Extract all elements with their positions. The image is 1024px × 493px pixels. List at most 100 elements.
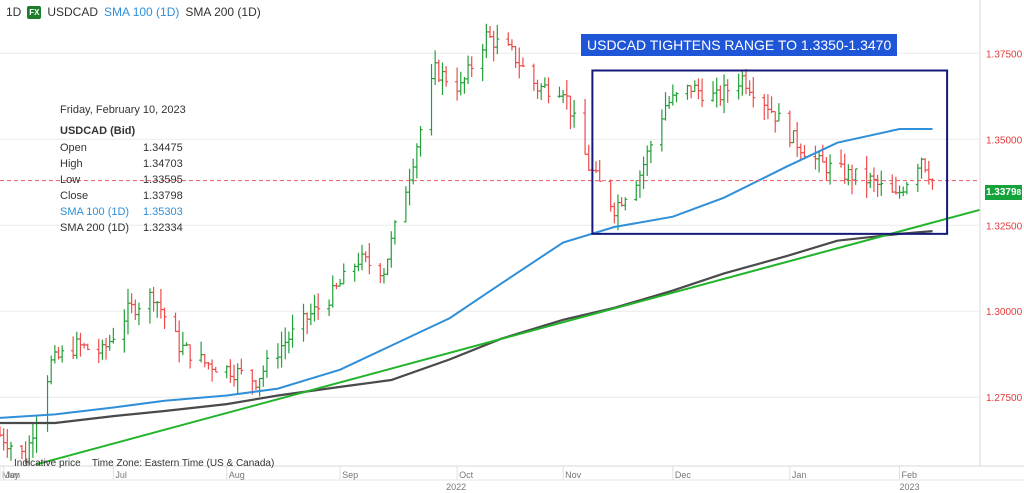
x-tick-label: Jan	[792, 470, 807, 480]
price-bar	[564, 79, 569, 110]
price-bar	[714, 77, 719, 108]
price-bar	[436, 59, 441, 83]
price-bar	[520, 57, 525, 67]
ohlc-sma200-row: SMA 200 (1D) 1.32334	[60, 220, 220, 236]
price-bar	[385, 258, 390, 276]
y-tick-label: 1.37500	[986, 49, 1023, 60]
price-bar	[235, 363, 240, 395]
x-tick-label: May	[2, 470, 20, 480]
price-bar	[557, 86, 562, 98]
price-bar	[692, 80, 697, 93]
x-tick-label: Jun	[6, 470, 21, 480]
price-bar	[696, 78, 701, 100]
price-bar	[210, 359, 215, 382]
price-bar	[539, 83, 544, 101]
price-bar	[542, 77, 547, 88]
price-bar	[330, 275, 335, 308]
x-tick-label: Dec	[675, 470, 692, 480]
price-bar	[674, 92, 679, 103]
price-bar	[177, 320, 182, 363]
x-tick-label: Nov	[565, 470, 582, 480]
price-bar	[224, 365, 229, 379]
price-bar	[458, 71, 463, 96]
price-bar	[769, 96, 774, 114]
annotations	[0, 69, 981, 466]
y-tick-label: 1.27500	[986, 393, 1023, 404]
price-bar	[133, 299, 138, 321]
price-bar	[250, 369, 255, 395]
price-bar	[700, 78, 705, 108]
price-bar	[301, 303, 306, 342]
symbol-label[interactable]: USDCAD	[47, 5, 99, 19]
price-bar	[184, 342, 189, 346]
price-bar	[341, 263, 346, 285]
price-bar	[367, 243, 372, 275]
price-bar	[641, 156, 646, 189]
price-bar	[392, 220, 397, 245]
price-bar	[455, 67, 460, 101]
price-bar	[736, 73, 741, 100]
price-bar	[506, 32, 511, 46]
price-bar	[568, 95, 573, 130]
price-bar	[257, 377, 262, 397]
price-bar	[78, 332, 83, 357]
price-bar	[648, 140, 653, 164]
price-bar	[740, 70, 745, 96]
ohlc-sma100-label: SMA 100 (1D)	[60, 206, 130, 218]
price-bar	[480, 43, 485, 82]
price-bar	[403, 186, 408, 223]
price-bar	[107, 334, 112, 351]
price-bar	[173, 312, 178, 333]
price-bar	[828, 154, 833, 185]
price-bar	[378, 262, 383, 284]
fx-badge-icon: FX	[27, 5, 42, 19]
price-bar	[901, 186, 906, 197]
timeframe-label[interactable]: 1D	[6, 5, 22, 19]
price-bar	[8, 441, 13, 461]
price-bar	[923, 158, 928, 173]
price-bar	[722, 74, 727, 114]
ohlc-overlay: Friday, February 10, 2023 USDCAD (Bid) O…	[60, 102, 220, 236]
price-axis[interactable]: 1.27500 1.30000 1.32500 1.35000 1.37500	[979, 0, 1023, 466]
price-bar	[352, 263, 357, 282]
price-bar	[813, 145, 818, 170]
price-bar	[360, 244, 365, 271]
ohlc-open-value: 1.34475	[143, 142, 183, 154]
sma100-line	[0, 128, 933, 419]
timezone-note[interactable]: Time Zone: Eastern Time (US & Canada)	[91, 458, 275, 469]
price-bar	[202, 353, 207, 368]
price-bar	[338, 278, 343, 287]
sma200-legend[interactable]: SMA 200 (1D)	[185, 5, 261, 19]
price-bar	[634, 180, 639, 202]
price-bar	[842, 153, 847, 184]
price-bar	[623, 197, 628, 211]
price-bar	[381, 268, 386, 284]
price-bar	[637, 170, 642, 198]
price-bar	[824, 156, 829, 181]
price-bar	[100, 339, 105, 360]
grid-lines	[0, 52, 980, 398]
indicative-price-note: Indicative price	[14, 458, 81, 469]
last-price-tag-digit: 8	[1016, 188, 1022, 197]
price-bar	[619, 197, 624, 207]
ohlc-date: Friday, February 10, 2023	[60, 104, 186, 116]
price-bar	[462, 76, 467, 94]
ohlc-low-row: Low 1.33595	[60, 172, 220, 188]
sma100-legend[interactable]: SMA 100 (1D)	[104, 5, 180, 19]
ohlc-low-value: 1.33595	[143, 174, 183, 186]
price-bar	[919, 157, 924, 179]
price-bar	[711, 81, 716, 102]
price-bar	[334, 283, 339, 290]
year-label: 2023	[900, 482, 920, 492]
price-bar	[751, 77, 756, 108]
price-bar	[762, 93, 767, 120]
price-bar	[890, 174, 895, 193]
price-bar	[327, 299, 332, 316]
ohlc-open-label: Open	[60, 142, 87, 154]
price-bar	[49, 355, 54, 385]
ohlc-close-label: Close	[60, 190, 89, 202]
price-bar	[802, 145, 807, 158]
price-bar	[791, 130, 796, 144]
